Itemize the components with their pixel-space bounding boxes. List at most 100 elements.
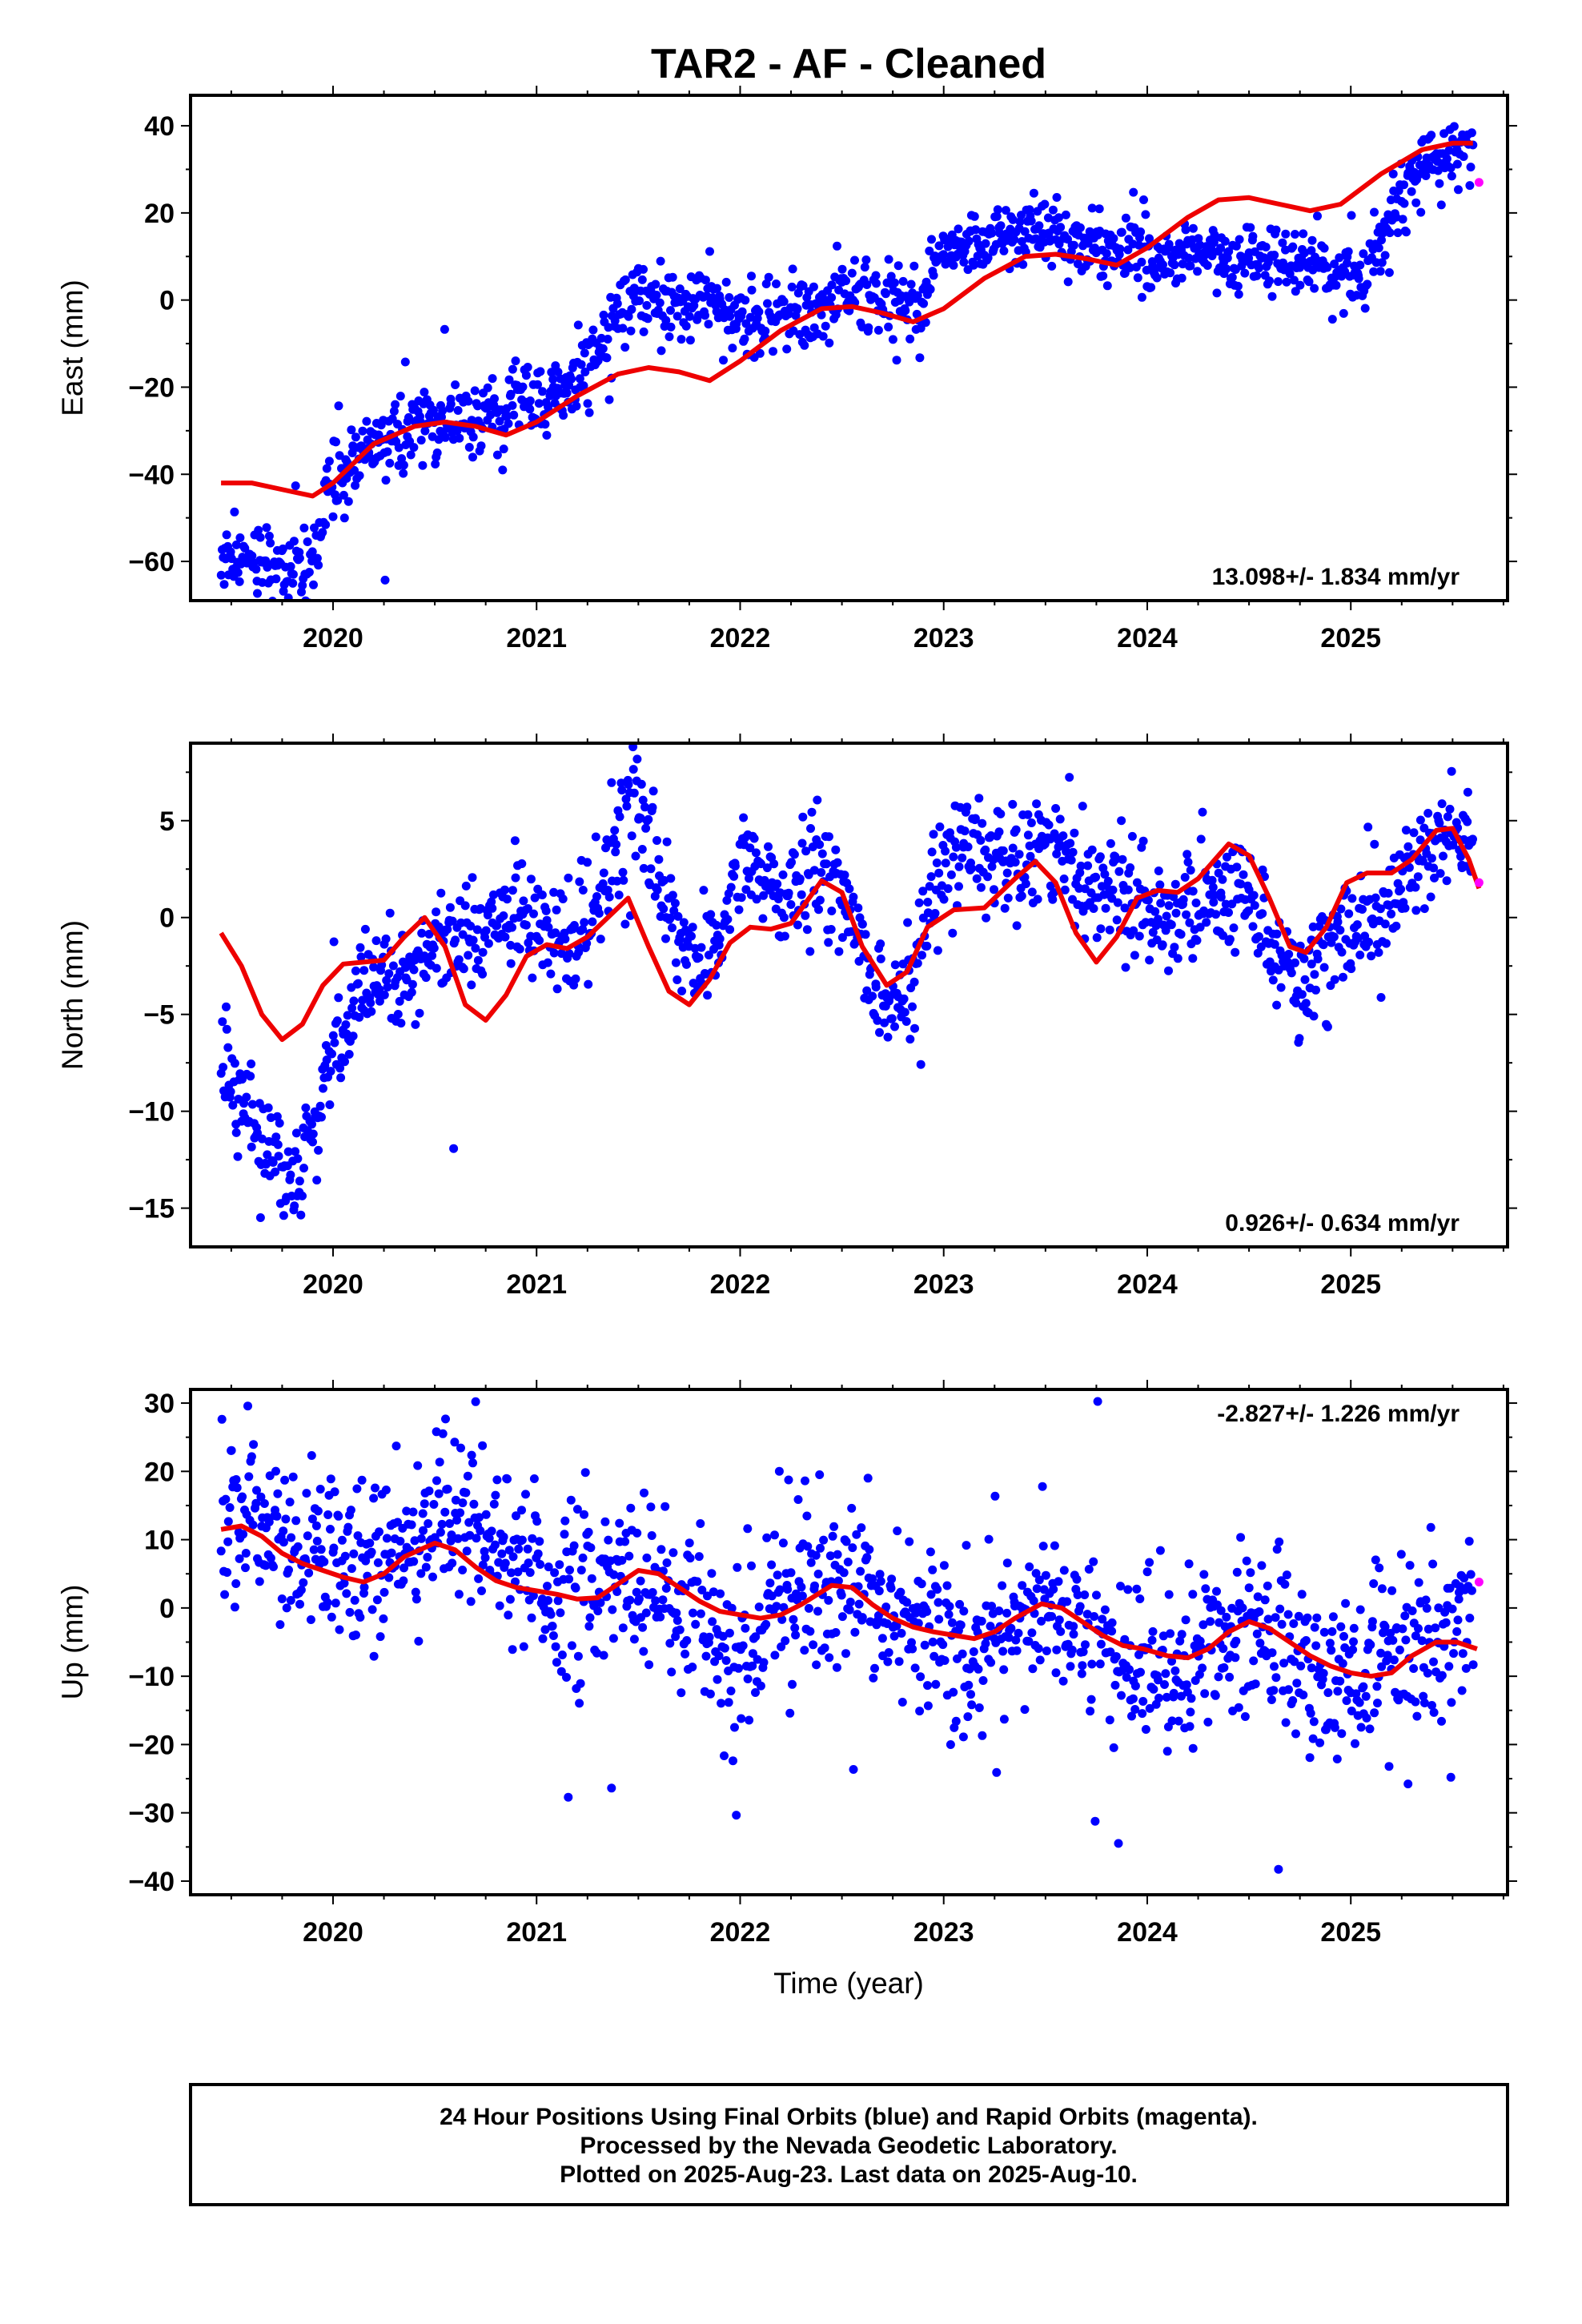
data-point (861, 930, 870, 939)
data-point (1403, 1779, 1413, 1789)
data-point (302, 1489, 311, 1498)
data-point (536, 367, 545, 376)
data-point (1201, 1584, 1211, 1594)
data-point (604, 892, 614, 902)
data-point (638, 1622, 648, 1632)
data-point (464, 1518, 474, 1527)
data-point (1299, 954, 1309, 963)
data-point (273, 1140, 283, 1149)
data-point (944, 1610, 954, 1619)
data-point (1127, 1711, 1136, 1721)
x-tick-label: 2023 (913, 1269, 974, 1300)
data-point (322, 1055, 331, 1064)
east-model-curve (221, 140, 1473, 499)
data-point (1092, 933, 1102, 943)
data-point (654, 854, 664, 864)
data-point (1344, 909, 1354, 919)
data-point (1181, 225, 1191, 235)
data-point (1167, 1656, 1176, 1666)
data-point (1096, 924, 1106, 934)
data-point (656, 256, 665, 266)
data-point (1371, 893, 1380, 903)
x-tick-label: 2021 (506, 1917, 567, 1948)
data-point (693, 1577, 702, 1586)
data-point (1355, 1698, 1364, 1707)
data-point (1041, 1570, 1050, 1580)
data-point (870, 1663, 879, 1673)
data-point (1208, 883, 1218, 892)
data-point (857, 919, 867, 929)
data-point (1101, 903, 1110, 913)
data-point (423, 1553, 432, 1562)
data-point (1417, 1636, 1427, 1646)
data-point (1231, 947, 1240, 957)
data-point (402, 1506, 412, 1516)
data-point (285, 1498, 295, 1507)
data-point (453, 406, 463, 415)
data-point (1086, 1695, 1096, 1704)
data-point (264, 1518, 274, 1526)
data-point (875, 1027, 884, 1037)
data-point (548, 375, 558, 384)
data-point (1311, 1641, 1321, 1651)
north-final-orbit-points (216, 743, 1477, 1222)
data-point (772, 1602, 781, 1611)
data-point (1102, 281, 1112, 291)
data-point (231, 1475, 241, 1484)
data-point (923, 898, 933, 907)
data-point (1094, 204, 1104, 214)
data-point (786, 1568, 796, 1578)
data-point (279, 586, 288, 596)
data-point (339, 513, 349, 523)
data-point (460, 901, 470, 911)
data-point (629, 1634, 639, 1644)
data-point (1437, 1671, 1447, 1680)
data-point (1152, 935, 1162, 945)
data-point (677, 1688, 686, 1698)
data-point (845, 1598, 855, 1606)
data-point (312, 1176, 322, 1185)
data-point (1288, 1696, 1298, 1705)
data-point (431, 460, 440, 468)
data-point (983, 253, 993, 263)
data-point (620, 1537, 630, 1546)
data-point (821, 859, 831, 869)
data-point (515, 944, 524, 954)
data-point (1026, 818, 1036, 827)
data-point (586, 1543, 596, 1553)
data-point (1281, 229, 1291, 239)
data-point (884, 322, 893, 332)
data-point (1132, 1584, 1142, 1594)
data-point (359, 966, 369, 975)
data-point (628, 765, 638, 774)
data-point (558, 895, 568, 903)
data-point (793, 920, 802, 930)
data-point (268, 1158, 278, 1167)
data-point (1238, 1603, 1247, 1613)
data-point (1130, 951, 1139, 960)
data-point (306, 1615, 315, 1624)
data-point (1275, 1537, 1284, 1546)
data-point (759, 1658, 769, 1667)
data-point (1336, 904, 1346, 914)
data-point (1195, 923, 1205, 932)
data-point (990, 885, 998, 895)
data-point (1416, 207, 1426, 217)
data-point (1185, 918, 1195, 927)
data-point (1337, 947, 1347, 957)
data-point (615, 1518, 624, 1528)
data-point (382, 975, 391, 985)
data-point (271, 574, 281, 584)
data-point (646, 1502, 656, 1512)
data-point (917, 1579, 926, 1589)
data-point (467, 980, 476, 990)
data-point (661, 1502, 670, 1511)
data-point (337, 1535, 347, 1545)
data-point (730, 1723, 739, 1732)
data-point (983, 872, 993, 882)
data-point (420, 1499, 429, 1509)
data-point (1341, 1598, 1351, 1608)
data-point (307, 1514, 317, 1524)
data-point (247, 551, 257, 561)
data-point (751, 848, 761, 858)
